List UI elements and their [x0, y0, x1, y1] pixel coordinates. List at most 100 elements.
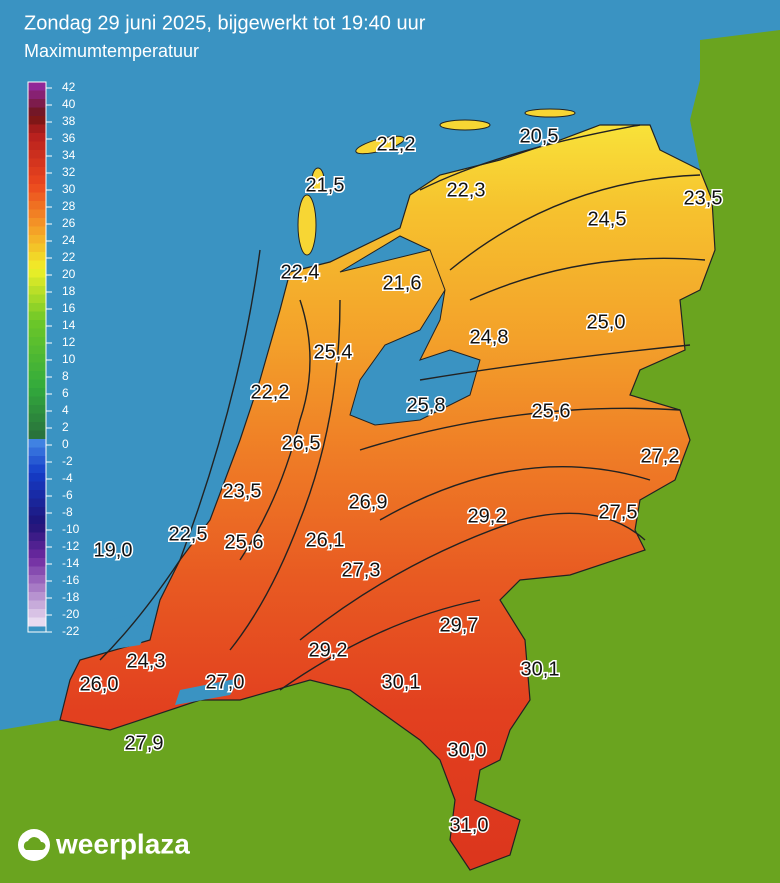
legend-swatch — [28, 473, 46, 482]
legend-swatch — [28, 328, 46, 338]
title: Zondag 29 juni 2025, bijgewerkt tot 19:4… — [24, 12, 426, 34]
legend-swatch — [28, 456, 46, 465]
station-value: 22,3 — [447, 179, 486, 201]
legend-swatch — [28, 303, 46, 312]
subtitle: Maximumtemperatuur — [24, 41, 199, 61]
station-value: 26,9 — [349, 491, 388, 513]
station-value: 27,0 — [206, 671, 245, 693]
station-value: 25,8 — [407, 394, 446, 416]
legend-swatch — [28, 209, 46, 219]
legend-swatch — [28, 447, 46, 457]
legend-swatch — [28, 150, 46, 159]
legend-tick-label: -22 — [62, 624, 80, 638]
legend-swatch — [28, 311, 46, 321]
legend-swatch — [28, 549, 46, 559]
legend-swatch — [28, 175, 46, 185]
stations: 21,2 20,5 21,5 22,3 23,5 24,5 22,4 21,6 25,0 24,8… — [78, 124, 724, 838]
legend-swatch — [28, 498, 46, 508]
legend-swatch — [28, 422, 46, 431]
legend: 424038363432302826242220181614121086420-… — [27, 80, 80, 638]
legend-tick-label: 6 — [62, 386, 69, 400]
legend-swatch — [28, 609, 46, 618]
legend-swatch — [28, 405, 46, 414]
legend-swatch — [28, 243, 46, 253]
legend-tick-label: -6 — [62, 488, 73, 502]
legend-swatch — [28, 388, 46, 397]
legend-tick-label: 40 — [62, 97, 76, 111]
legend-swatch — [28, 439, 46, 448]
station-value: 30,1 — [382, 671, 421, 693]
station-value: 23,5 — [223, 480, 262, 502]
legend-swatch — [28, 201, 46, 210]
legend-tick-label: 8 — [62, 369, 69, 383]
legend-swatch — [28, 235, 46, 244]
legend-swatch — [28, 371, 46, 380]
legend-swatch — [28, 167, 46, 176]
legend-tick-label: 30 — [62, 182, 76, 196]
legend-swatch — [28, 396, 46, 406]
legend-tick-label: 18 — [62, 284, 76, 298]
legend-swatch — [28, 507, 46, 516]
legend-swatch — [28, 617, 46, 627]
legend-swatch — [28, 124, 46, 134]
legend-swatch — [28, 515, 46, 525]
legend-swatch — [28, 524, 46, 533]
legend-swatch — [28, 566, 46, 576]
legend-tick-label: -2 — [62, 454, 73, 468]
legend-swatch — [28, 218, 46, 227]
station-value: 22,2 — [251, 381, 290, 403]
station-value: 27,9 — [125, 732, 164, 754]
land — [0, 30, 780, 883]
legend-tick-label: 22 — [62, 250, 76, 264]
station-value: 26,1 — [306, 529, 345, 551]
legend-tick-label: -18 — [62, 590, 80, 604]
station-value: 27,5 — [599, 501, 638, 523]
legend-swatch — [28, 286, 46, 295]
legend-swatch — [28, 269, 46, 278]
legend-swatch — [28, 107, 46, 117]
legend-swatch — [28, 226, 46, 236]
logo: weerplaza — [18, 828, 190, 861]
legend-tick-label: 32 — [62, 165, 76, 179]
station-value: 19,0 — [94, 539, 133, 561]
brand: weerplaza — [55, 828, 190, 859]
legend-tick-label: 36 — [62, 131, 76, 145]
legend-tick-label: 42 — [62, 80, 76, 94]
legend-tick-label: -8 — [62, 505, 73, 519]
legend-swatch — [28, 592, 46, 601]
station-value: 25,6 — [532, 400, 571, 422]
legend-swatch — [28, 184, 46, 193]
legend-tick-label: 12 — [62, 335, 76, 349]
station-value: 20,5 — [520, 125, 559, 147]
legend-swatch — [28, 252, 46, 261]
estuaries — [75, 585, 240, 705]
station-value: 26,0 — [80, 673, 119, 695]
legend-swatch — [28, 362, 46, 372]
legend-tick-label: -12 — [62, 539, 80, 553]
legend-tick-label: -16 — [62, 573, 80, 587]
wadden-islands — [297, 108, 576, 256]
station-value: 25,4 — [314, 341, 353, 363]
station-value: 22,4 — [281, 261, 320, 283]
legend-tick-label: -4 — [62, 471, 73, 485]
station-value: 21,2 — [377, 133, 416, 155]
station-value: 29,2 — [309, 639, 348, 661]
station-value: 22,5 — [169, 523, 208, 545]
legend-tick-label: 28 — [62, 199, 76, 213]
legend-tick-label: -20 — [62, 607, 80, 621]
legend-tick-label: 4 — [62, 403, 69, 417]
station-value: 26,5 — [282, 432, 321, 454]
legend-swatch — [28, 141, 46, 151]
station-value: 30,0 — [448, 739, 487, 761]
legend-swatch — [28, 600, 46, 610]
legend-swatch — [28, 379, 46, 389]
legend-tick-label: 20 — [62, 267, 76, 281]
legend-tick-label: 2 — [62, 420, 69, 434]
legend-tick-label: 34 — [62, 148, 76, 162]
legend-swatch — [28, 90, 46, 100]
legend-swatch — [28, 277, 46, 287]
station-value: 25,0 — [587, 311, 626, 333]
legend-swatch — [28, 133, 46, 142]
legend-tick-label: 0 — [62, 437, 69, 451]
